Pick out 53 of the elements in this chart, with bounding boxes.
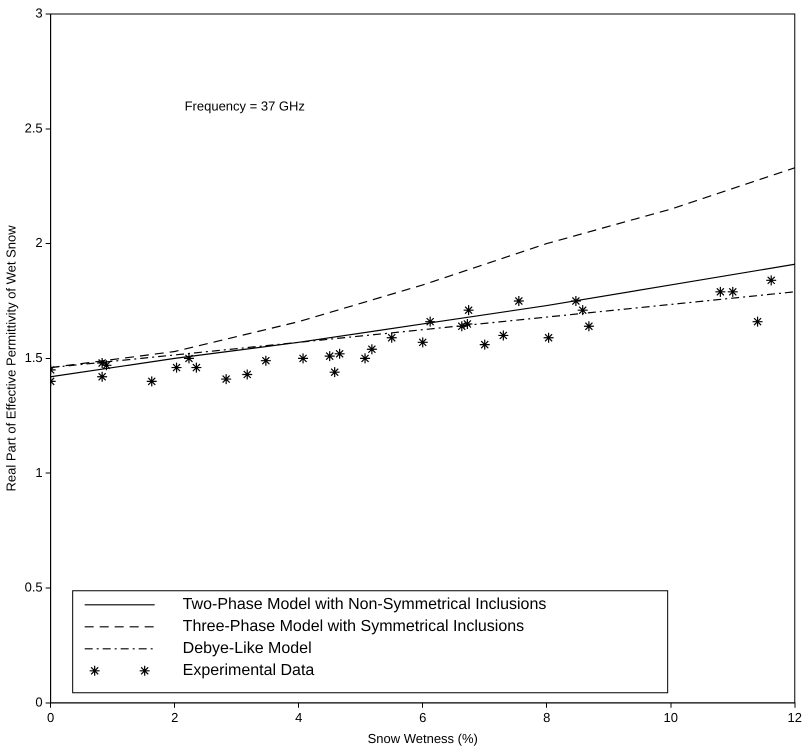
point <box>766 274 777 286</box>
point <box>479 339 490 350</box>
point <box>329 366 340 378</box>
point <box>170 362 182 374</box>
point <box>96 371 108 382</box>
legend-label: Three-Phase Model with Symmetrical Inclusions <box>182 618 524 636</box>
annotation: Frequency = 37 GHz <box>184 98 305 114</box>
y-tick-label: 0.5 <box>24 580 43 595</box>
point <box>752 316 764 328</box>
x-tick-label: 2 <box>171 710 178 726</box>
point <box>190 362 202 374</box>
legend-label: Two-Phase Model with Non-Symmetrical Inclusions <box>182 596 546 614</box>
point <box>543 332 554 344</box>
point <box>727 286 738 298</box>
point <box>334 348 346 360</box>
y-tick-label: 1.5 <box>24 350 43 365</box>
point <box>260 355 272 366</box>
y-tick-label: 3 <box>35 6 43 21</box>
point <box>386 332 398 344</box>
point <box>146 376 158 387</box>
x-tick-label: 10 <box>664 710 678 726</box>
y-tick-label: 2 <box>35 235 43 250</box>
x-axis-title: Snow Wetness (%) <box>368 730 478 746</box>
point <box>462 318 473 330</box>
point <box>498 330 509 342</box>
point <box>100 360 112 371</box>
y-tick-label: 1 <box>35 464 43 480</box>
y-tick-label: 2.5 <box>24 120 43 136</box>
x-tick-label: 0 <box>47 710 54 726</box>
point <box>570 295 582 307</box>
point <box>583 320 595 332</box>
point <box>366 344 378 355</box>
x-tick-label: 6 <box>419 710 426 726</box>
point <box>359 352 371 364</box>
x-tick-label: 4 <box>295 710 302 726</box>
point <box>513 295 524 307</box>
point <box>183 352 195 364</box>
y-tick-label: 0 <box>35 694 43 710</box>
point <box>297 352 309 364</box>
point <box>714 286 726 298</box>
x-tick-label: 8 <box>543 710 550 726</box>
point <box>424 316 436 328</box>
x-tick-label: 12 <box>788 710 802 726</box>
point <box>463 304 474 316</box>
y-axis-title: Real Part of Effective Permittivity of Wet Snow <box>3 224 18 492</box>
point <box>456 320 468 332</box>
point <box>324 350 336 362</box>
point <box>577 304 588 316</box>
legend-label: Experimental Data <box>182 662 314 680</box>
legend-label: Debye-Like Model <box>182 640 312 658</box>
point <box>417 336 428 348</box>
point <box>242 368 253 380</box>
point <box>220 373 232 385</box>
